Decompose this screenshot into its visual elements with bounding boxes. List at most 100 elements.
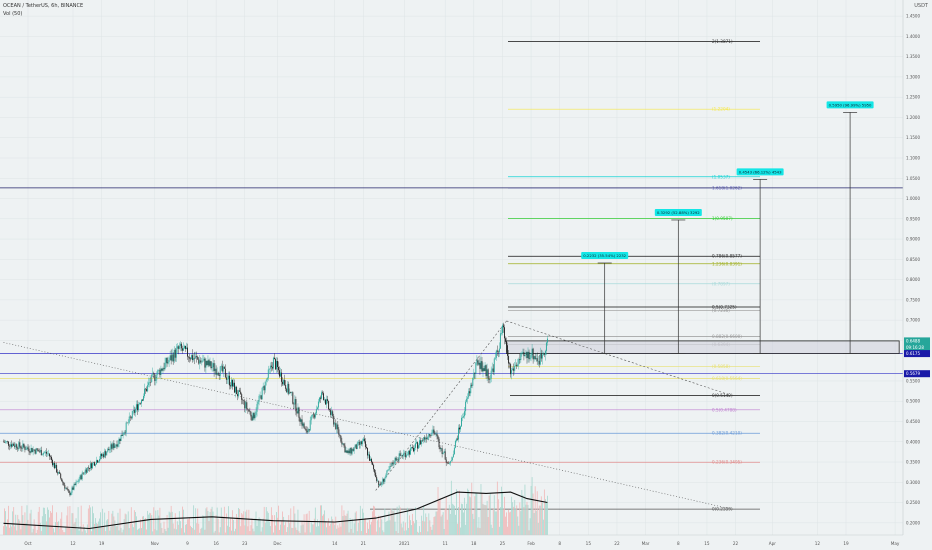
volume-bar (436, 511, 438, 535)
candle-body (445, 459, 447, 463)
candle-body (124, 432, 126, 433)
candle-body (187, 347, 188, 357)
candle-body (394, 457, 396, 464)
volume-bar (525, 504, 527, 535)
volume-bar (337, 525, 339, 535)
volume-bar (309, 532, 311, 535)
candle-body (387, 469, 389, 471)
volume-bar (284, 525, 286, 535)
volume-bar (111, 513, 113, 535)
volume-bar (23, 522, 25, 535)
volume-bar (228, 506, 229, 535)
candle-body (491, 368, 493, 371)
candle-body (289, 391, 291, 394)
candle-body (368, 454, 369, 456)
candle-body (407, 450, 409, 455)
volume-bar (262, 518, 264, 535)
candle-body (217, 372, 219, 375)
volume-bar (433, 517, 435, 535)
volume-bar (403, 530, 405, 535)
candle-body (26, 447, 28, 450)
candle-body (453, 447, 455, 455)
volume-bar (449, 513, 451, 535)
candle-body (236, 386, 238, 395)
volume-bar (177, 524, 179, 535)
volume-bar (406, 507, 408, 535)
volume-bar (8, 505, 9, 535)
candle-body (14, 445, 16, 447)
volume-bar (339, 523, 341, 535)
volume-bar (32, 528, 34, 535)
candle-body (116, 444, 118, 447)
candle-body (477, 360, 479, 365)
volume-bar (301, 520, 303, 535)
volume-bar (190, 525, 191, 535)
volume-bar (308, 510, 310, 535)
volume-bar (524, 484, 526, 535)
candle-body (493, 358, 495, 373)
volume-bar (326, 527, 327, 535)
candle-body (513, 368, 515, 371)
candle-body (104, 451, 106, 458)
volume-bar (38, 506, 40, 535)
candle-body (123, 432, 125, 435)
candle-body (272, 357, 274, 369)
candle-body (107, 448, 109, 453)
volume-bar (360, 531, 362, 535)
volume-bar (281, 521, 282, 535)
candle-body (299, 417, 301, 422)
volume-bar (530, 485, 532, 535)
volume-bar (152, 531, 154, 535)
volume-bar (341, 505, 343, 535)
candle-body (380, 483, 382, 485)
volume-bar (162, 532, 164, 535)
candle-body (179, 343, 181, 346)
volume-bar (280, 524, 281, 535)
volume-bar (429, 520, 431, 535)
candle-body (225, 377, 227, 380)
candle-body (81, 472, 83, 480)
candle-body (422, 440, 424, 441)
volume-bar (233, 519, 234, 535)
volume-bar (256, 526, 258, 535)
volume-bar (423, 505, 425, 535)
volume-bar (438, 501, 440, 535)
currency-unit: USDT (914, 3, 928, 9)
candle-body (234, 382, 235, 393)
volume-bar (521, 489, 523, 535)
volume-bar (52, 505, 53, 535)
candle-body (42, 452, 44, 455)
volume-bar (467, 488, 469, 535)
volume-bar (196, 523, 198, 535)
time-tick-label: 12 (815, 541, 821, 546)
volume-bar (332, 519, 334, 535)
candle-body (62, 481, 64, 483)
target-label: 0.5950 (96.99%) 5950 (829, 102, 872, 107)
candle-body (412, 447, 413, 448)
volume-bar (421, 515, 423, 535)
candle-body (37, 449, 39, 452)
volume-bar (65, 526, 67, 535)
volume-bar (191, 527, 192, 535)
volume-bar (207, 510, 209, 535)
candle-body (213, 363, 215, 371)
candle-body (27, 447, 29, 449)
time-tick-label: May (891, 541, 900, 546)
candle-body (533, 356, 535, 360)
candle-body (519, 359, 521, 361)
volume-bar (439, 498, 441, 535)
candle-body (443, 451, 445, 453)
candle-body (240, 391, 242, 395)
volume-bar (74, 522, 76, 535)
candle-body (126, 422, 128, 424)
candle-body (118, 438, 120, 444)
candle-body (76, 481, 78, 483)
candle-body (198, 359, 200, 364)
volume-bar (46, 521, 47, 535)
volume-bar (96, 523, 97, 535)
candle-body (74, 484, 76, 486)
volume-bar (412, 513, 413, 535)
candle-body (18, 442, 20, 450)
candle-body (461, 417, 462, 427)
